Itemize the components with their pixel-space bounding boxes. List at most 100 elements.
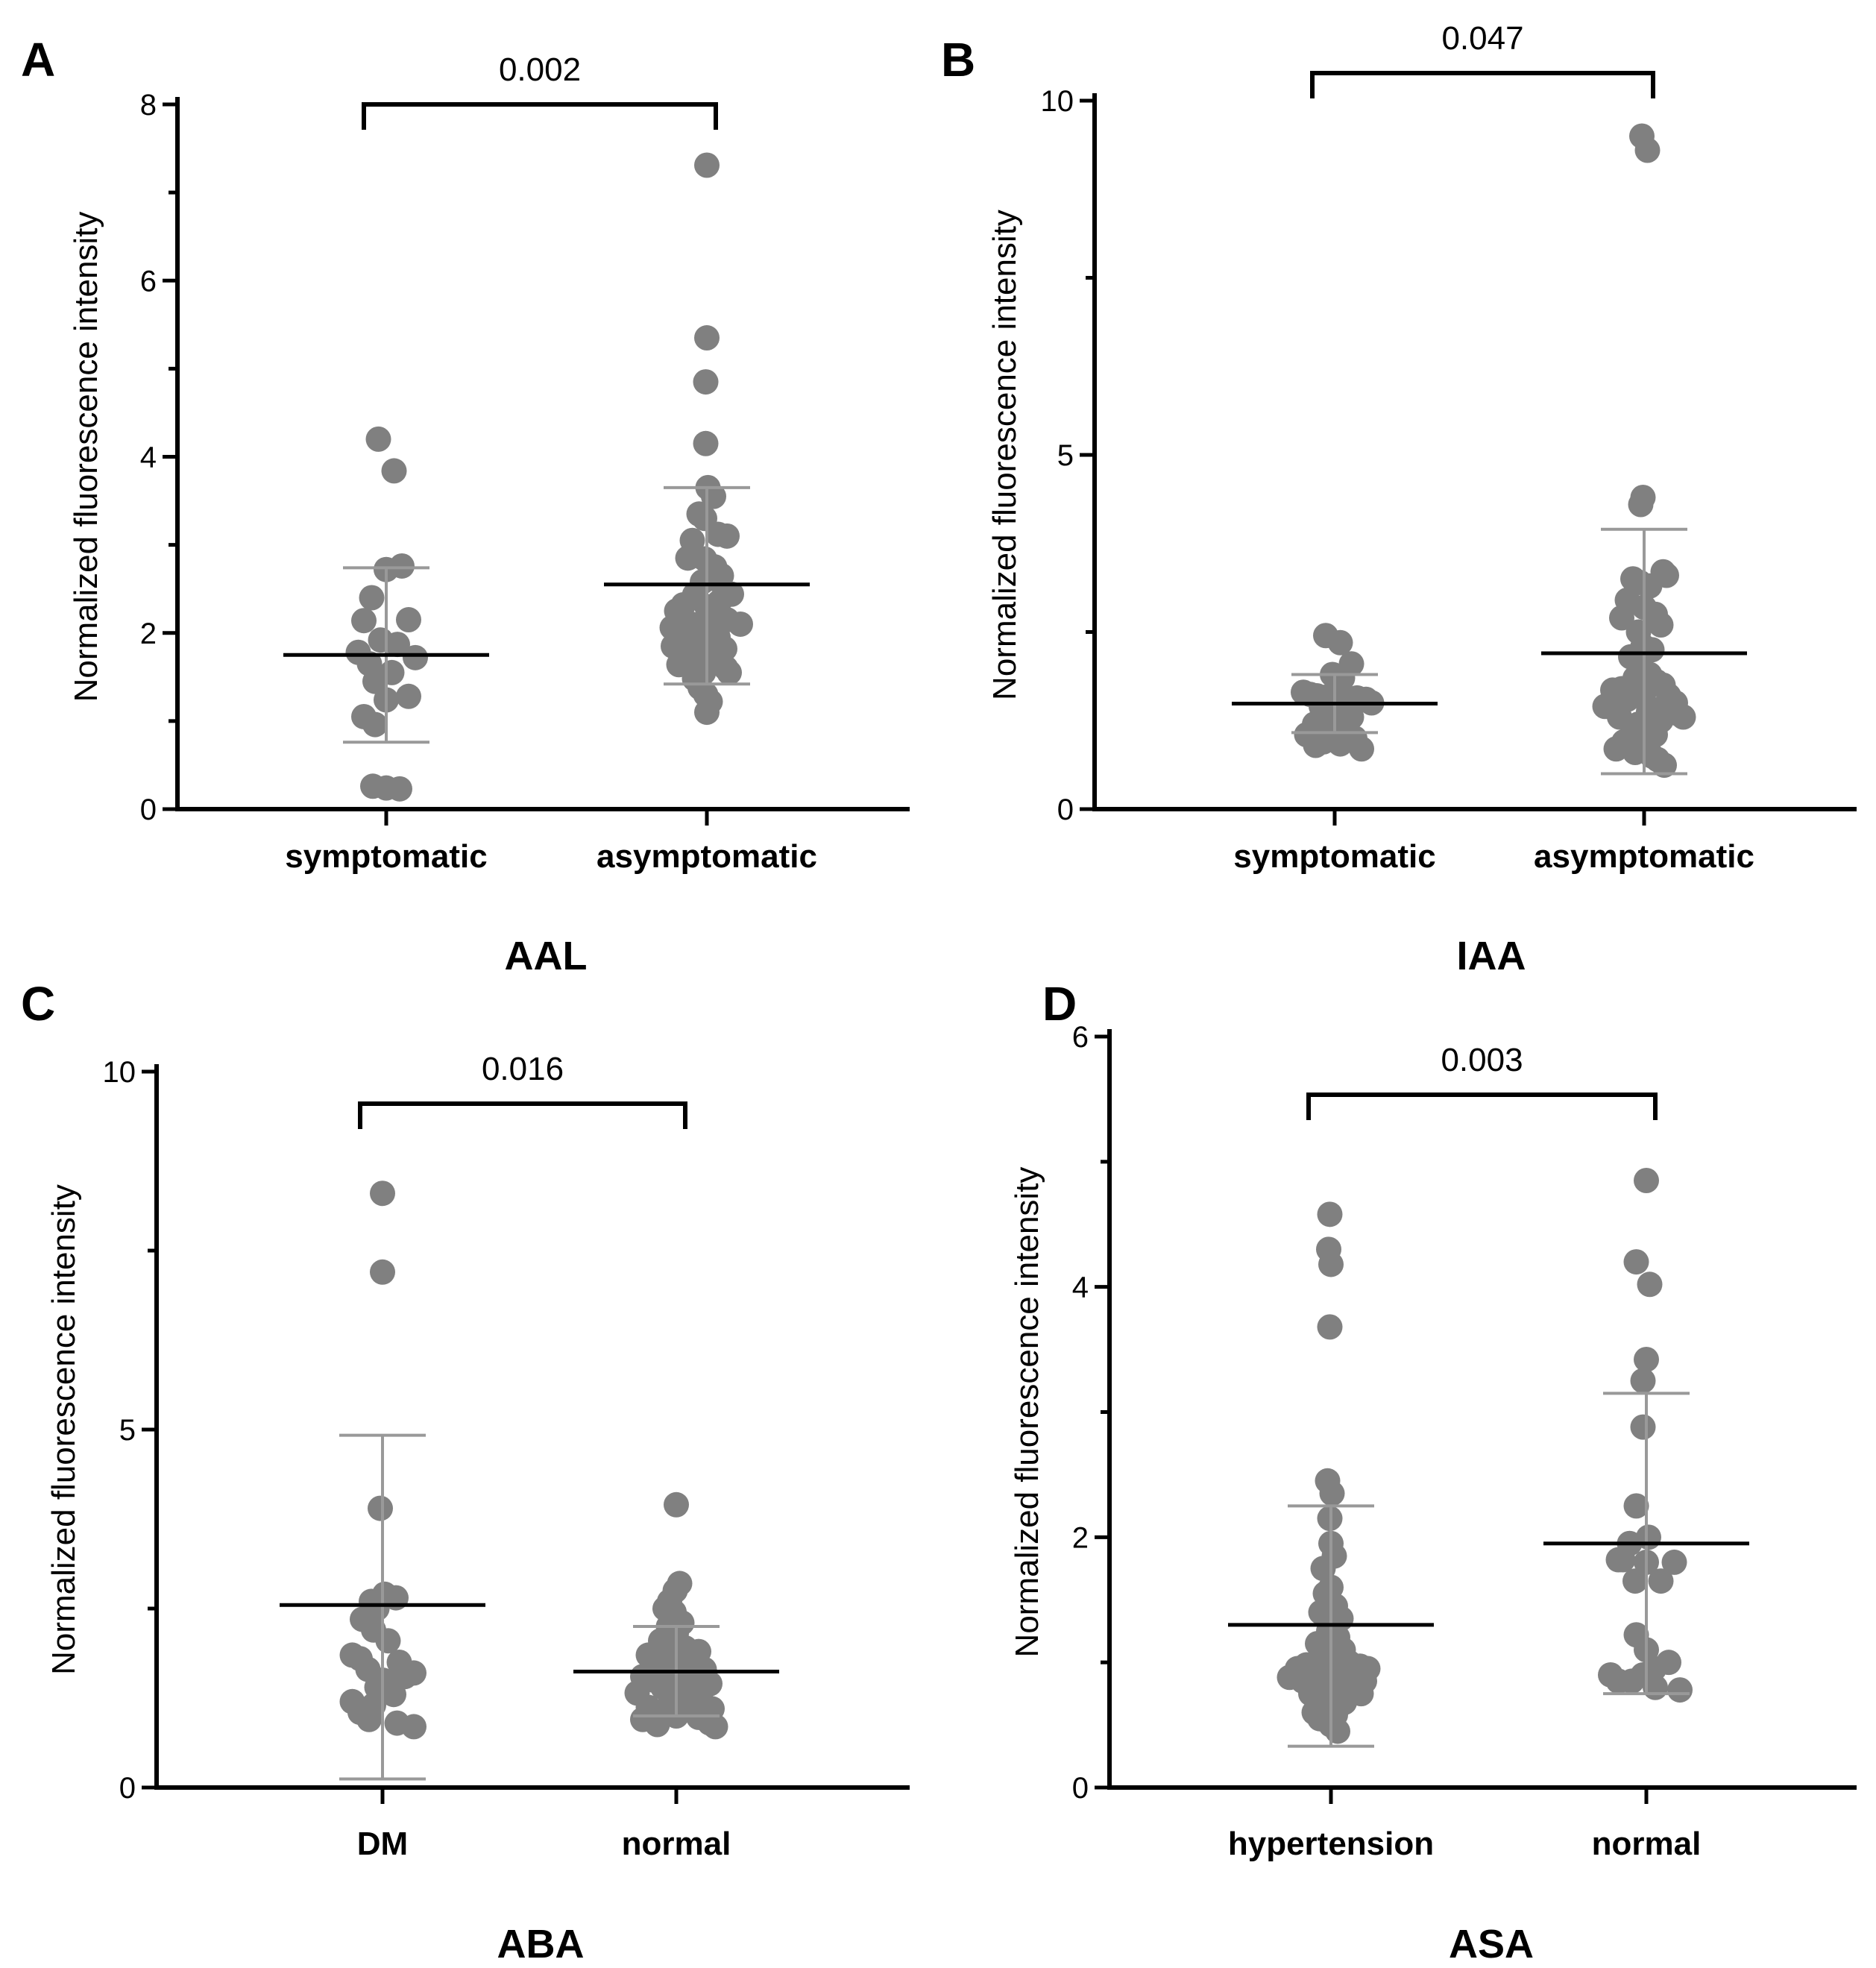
series-asymptomatic — [604, 152, 810, 726]
y-tick-label: 6 — [1072, 1021, 1089, 1054]
series-normal — [1543, 1168, 1749, 1703]
significance-bracket — [1310, 71, 1655, 98]
p-value-label: 0.003 — [1441, 1042, 1523, 1078]
data-point — [1623, 1493, 1649, 1519]
data-point — [1609, 605, 1634, 631]
y-axis-title: Normalized fluorescence intensity — [1009, 1167, 1045, 1658]
y-axis-title: Normalized fluorescence intensity — [45, 1184, 82, 1675]
significance-bracket — [1306, 1093, 1658, 1120]
data-point — [368, 1495, 393, 1521]
data-point — [728, 611, 753, 637]
data-point — [1319, 1480, 1345, 1506]
data-point — [1610, 1547, 1636, 1573]
data-point — [1619, 1668, 1645, 1694]
y-tick-label: 0 — [119, 1772, 136, 1805]
data-point — [359, 585, 385, 611]
data-point — [370, 1259, 395, 1285]
p-value-label: 0.047 — [1441, 20, 1523, 57]
data-point — [694, 325, 720, 351]
y-tick-label: 6 — [140, 265, 157, 298]
data-point — [396, 683, 421, 709]
data-point — [1303, 732, 1329, 758]
series-hypertension — [1228, 1201, 1434, 1748]
data-point — [1318, 1251, 1344, 1277]
data-point — [1637, 1271, 1663, 1298]
x-category-label: symptomatic — [1233, 838, 1435, 875]
y-tick-label: 2 — [140, 617, 157, 650]
data-point — [1623, 1249, 1649, 1275]
data-point — [1325, 1718, 1350, 1744]
data-point — [1634, 1168, 1659, 1194]
series-normal — [573, 1491, 779, 1740]
data-point — [1317, 1314, 1343, 1340]
data-point — [351, 608, 377, 634]
data-point — [664, 1491, 689, 1518]
panel-C: C 0 5 10 Normalized fluorescence intensity DM… — [21, 977, 910, 1967]
significance-bracket — [362, 102, 718, 130]
y-tick-label: 0 — [1072, 1772, 1089, 1805]
significance-bracket — [358, 1101, 687, 1129]
panel-D: D 0 2 4 6 Normalized fluorescence intensity hy… — [1009, 977, 1857, 1967]
x-category-label: normal — [622, 1826, 731, 1862]
panel-title: ASA — [1449, 1922, 1534, 1967]
data-point — [381, 458, 407, 484]
panel-letter: D — [1042, 977, 1077, 1031]
x-category-label: asymptomatic — [1534, 838, 1754, 875]
data-point — [1661, 1549, 1687, 1575]
y-tick-label: 0 — [140, 793, 157, 826]
data-point — [396, 607, 421, 633]
data-point — [362, 668, 388, 694]
y-tick-label: 5 — [1057, 439, 1074, 472]
data-point — [1634, 137, 1661, 163]
series-DM — [280, 1181, 485, 1781]
panel-B: B 0 5 10 Normalized fluorescence intensity sy… — [941, 20, 1857, 978]
data-point — [1667, 1677, 1693, 1703]
p-value-label: 0.016 — [482, 1051, 564, 1087]
data-point — [1628, 491, 1654, 518]
panel-letter: C — [21, 977, 55, 1031]
data-point — [362, 711, 388, 738]
data-point — [401, 1714, 426, 1740]
y-axis-title: Normalized fluorescence intensity — [68, 212, 104, 702]
x-category-label: asymptomatic — [597, 838, 817, 875]
panel-title: IAA — [1457, 934, 1526, 978]
panel-title: AAL — [505, 934, 588, 978]
data-point — [644, 1711, 670, 1738]
y-tick-label: 0 — [1057, 793, 1074, 826]
panel-letter: A — [21, 33, 55, 87]
series-symptomatic — [1232, 623, 1438, 762]
data-point — [1603, 736, 1629, 762]
data-point — [385, 632, 410, 658]
x-category-label: symptomatic — [285, 838, 487, 875]
y-tick-label: 4 — [1072, 1271, 1089, 1304]
x-category-label: normal — [1592, 1826, 1702, 1862]
data-point — [403, 644, 428, 670]
data-point — [1327, 629, 1353, 656]
data-point — [693, 369, 719, 395]
panel-A: A 0 2 4 6 8 Normalized fluorescence intensity s… — [21, 33, 910, 978]
y-tick-label: 4 — [140, 441, 157, 474]
data-point — [1634, 1347, 1659, 1373]
y-tick-label: 5 — [119, 1414, 136, 1447]
data-point — [1630, 1414, 1656, 1440]
data-point — [1648, 612, 1674, 638]
data-point — [1670, 704, 1696, 730]
data-point — [365, 426, 391, 452]
data-point — [1652, 752, 1677, 779]
x-category-label: DM — [357, 1826, 408, 1862]
data-point — [694, 152, 720, 178]
y-tick-label: 2 — [1072, 1521, 1089, 1554]
data-point — [1648, 1568, 1674, 1594]
y-tick-label: 10 — [1041, 85, 1074, 118]
y-tick-label: 8 — [140, 89, 157, 122]
data-point — [375, 1628, 401, 1654]
data-point — [714, 523, 740, 549]
data-point — [693, 430, 719, 456]
data-point — [356, 1706, 382, 1732]
data-point — [1622, 1568, 1648, 1594]
series-asymptomatic — [1541, 123, 1747, 779]
data-point — [1630, 1368, 1656, 1394]
data-point — [1637, 573, 1663, 599]
y-tick-label: 10 — [103, 1056, 136, 1089]
